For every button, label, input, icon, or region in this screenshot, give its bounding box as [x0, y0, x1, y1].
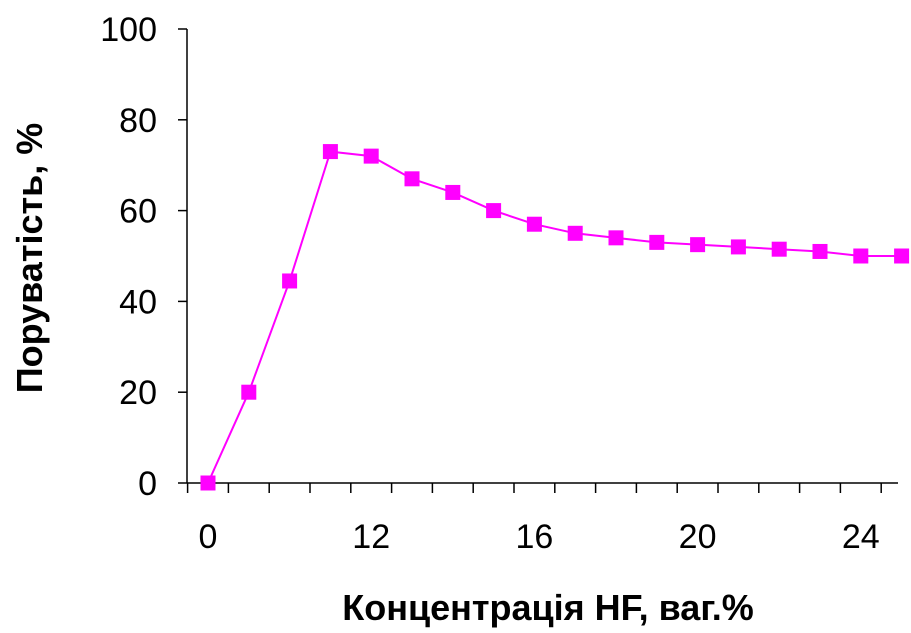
- y-tick-label: 40: [119, 283, 157, 321]
- x-tick-label: 24: [842, 518, 880, 556]
- x-tick-label: 0: [199, 518, 218, 556]
- data-point: [567, 225, 583, 241]
- data-point: [690, 237, 706, 253]
- data-point: [322, 144, 338, 160]
- x-tick-label: 16: [515, 518, 553, 556]
- data-point: [282, 273, 298, 289]
- data-point: [526, 216, 542, 232]
- series-line: [207, 150, 902, 484]
- y-tick-label: 60: [119, 193, 157, 231]
- x-tick-label: 12: [352, 518, 390, 556]
- data-point: [486, 203, 502, 219]
- series-layer: [200, 144, 910, 491]
- data-point: [894, 248, 910, 264]
- data-point: [608, 230, 624, 246]
- data-point: [241, 384, 257, 400]
- x-axis-title: Концентрація HF, ваг.%: [342, 587, 753, 628]
- y-tick-label: 100: [100, 11, 157, 49]
- y-tick-label: 80: [119, 102, 157, 140]
- y-tick-label: 0: [138, 465, 157, 503]
- y-axis-title: Поруватість, %: [9, 123, 50, 394]
- y-ticks: 0 20 40 60 80 100: [100, 11, 187, 503]
- data-point: [771, 241, 787, 257]
- data-point: [404, 171, 420, 187]
- axes: [186, 29, 898, 484]
- data-point: [200, 475, 216, 491]
- y-tick-label: 20: [119, 374, 157, 412]
- x-ticks: 0 12 16 20 24: [186, 483, 882, 556]
- data-point: [363, 148, 379, 164]
- data-point: [649, 234, 665, 250]
- x-tick-label: 20: [679, 518, 717, 556]
- data-point: [730, 239, 746, 255]
- data-point: [812, 243, 828, 259]
- data-point: [445, 184, 461, 200]
- data-point: [853, 248, 869, 264]
